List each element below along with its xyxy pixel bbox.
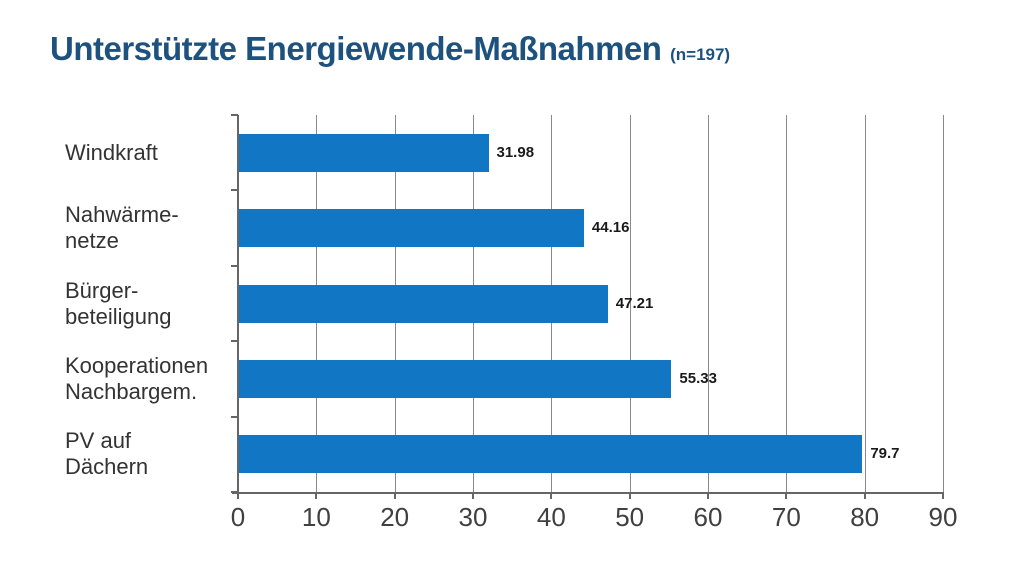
bar-value-label: 44.16: [591, 219, 630, 237]
category-label: PV auf Dächern: [65, 428, 235, 480]
x-axis-tick: [237, 492, 239, 499]
gridline: [708, 115, 709, 492]
bar-value-label: 47.21: [615, 294, 654, 312]
bar-value-label: 31.98: [496, 143, 535, 161]
y-axis-tick: [231, 189, 238, 192]
x-axis-tick: [472, 492, 474, 499]
bar-value-label: 55.33: [679, 369, 717, 387]
x-tick-label: 0: [230, 502, 246, 532]
x-axis-tick: [863, 492, 866, 499]
title-sample-size: (n=197): [670, 45, 731, 64]
category-label-line: beteiligung: [65, 303, 172, 329]
bar-0: [238, 133, 489, 172]
page-title: Unterstützte Energiewende-Maßnahmen (n=1…: [50, 30, 730, 68]
category-label-line: Nachbargem.: [65, 378, 198, 404]
x-axis-tick: [707, 492, 709, 499]
x-tick-label: 50: [615, 502, 645, 532]
gridline: [629, 115, 631, 492]
bar-3: [238, 359, 672, 398]
y-axis-tick: [231, 340, 238, 343]
gridline: [943, 115, 944, 492]
x-axis-tick: [628, 492, 631, 499]
x-axis-tick: [550, 492, 553, 499]
x-tick-label: 90: [928, 502, 958, 532]
x-axis-tick: [942, 492, 944, 499]
bar-2: [238, 284, 608, 323]
x-tick-label: 10: [301, 502, 331, 532]
category-label: Kooperationen Nachbargem.: [65, 353, 235, 405]
category-label-line: PV auf: [65, 428, 132, 454]
category-label-line: Bürger-: [65, 277, 139, 303]
x-axis-tick: [393, 492, 396, 499]
gridline: [786, 115, 788, 492]
y-axis-tick: [231, 114, 238, 116]
category-label-line: Kooperationen: [65, 352, 209, 378]
category-label-line: Windkraft: [65, 139, 158, 165]
x-tick-label: 70: [771, 502, 801, 532]
category-label: Nahwärme-netze: [65, 202, 235, 254]
x-tick-label: 20: [380, 502, 410, 532]
category-label: Windkraft: [65, 140, 235, 166]
x-tick-label: 30: [458, 502, 488, 532]
bar-1: [238, 209, 584, 248]
x-tick-label: 60: [693, 502, 723, 532]
bar-value-label: 79.7: [870, 445, 900, 463]
category-label: Bürger-beteiligung: [65, 278, 235, 330]
title-text: Unterstützte Energiewende-Maßnahmen: [50, 30, 662, 67]
category-label-line: Dächern: [65, 454, 149, 480]
x-axis-tick: [785, 492, 788, 499]
y-axis-line: [237, 115, 239, 492]
x-axis-tick: [315, 492, 318, 499]
category-label-line: netze: [65, 228, 119, 254]
x-axis-line: [232, 492, 944, 494]
x-tick-label: 80: [850, 502, 880, 532]
category-label-line: Nahwärme-: [65, 202, 179, 228]
x-tick-label: 40: [536, 502, 566, 532]
y-axis-tick: [231, 415, 238, 418]
bar-4: [238, 435, 863, 474]
gridline: [864, 115, 866, 492]
y-axis-tick: [231, 264, 238, 267]
